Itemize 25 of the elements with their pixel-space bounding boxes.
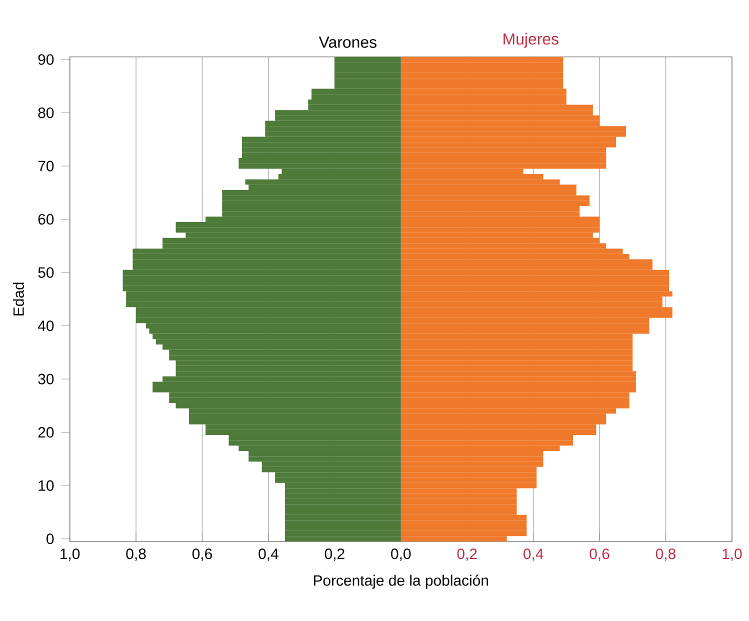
x-tick-label: 0,8	[126, 548, 146, 561]
x-tick-label: 0,8	[656, 548, 676, 561]
series-label: Mujeres	[504, 32, 558, 48]
x-tick-label: 1,0	[722, 548, 742, 561]
y-tick-label: 0	[46, 533, 54, 544]
y-tick-label: 20	[38, 426, 54, 438]
x-tick-label: 0,4	[258, 548, 278, 561]
x-tick-label: 1,0	[60, 548, 80, 561]
x-tick-label: 0,0	[391, 548, 411, 561]
y-tick-label: 60	[38, 214, 54, 224]
y-tick-label: 70	[38, 160, 54, 172]
x-tick-label: 0,4	[524, 548, 544, 561]
y-tick-label: 90	[38, 54, 54, 65]
x-tick-label: 0,2	[324, 548, 344, 561]
y-tick-label: 80	[38, 107, 54, 118]
x-tick-label: 0,6	[590, 548, 610, 561]
y-tick-label: 10	[38, 480, 54, 491]
series-label: Varones	[318, 36, 376, 48]
x-tick-label: 0,2	[457, 548, 477, 561]
x-axis-title: Porcentaje de la población	[314, 574, 488, 589]
y-tick-label: 40	[38, 320, 54, 331]
y-tick-label: 50	[38, 267, 54, 278]
y-tick-label: 30	[38, 374, 54, 384]
x-tick-label: 0,6	[192, 548, 212, 561]
y-axis-title: Edad	[12, 282, 24, 316]
